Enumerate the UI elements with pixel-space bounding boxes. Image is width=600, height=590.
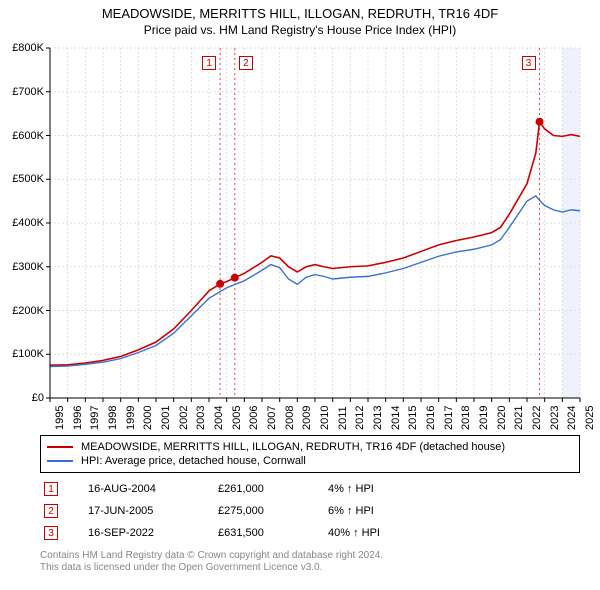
x-axis-tick-label: 2008 [284, 406, 296, 430]
footer-line1: Contains HM Land Registry data © Crown c… [40, 550, 580, 562]
x-axis-tick-label: 2015 [407, 406, 419, 430]
x-axis-tick-label: 2025 [584, 406, 596, 430]
legend: MEADOWSIDE, MERRITTS HILL, ILLOGAN, REDR… [40, 435, 580, 473]
event-date: 16-AUG-2004 [88, 483, 218, 495]
event-date: 17-JUN-2005 [88, 505, 218, 517]
x-axis-tick-label: 2001 [160, 406, 172, 430]
event-delta: 40% ↑ HPI [328, 527, 448, 539]
footer-note: Contains HM Land Registry data © Crown c… [40, 550, 580, 574]
event-price: £275,000 [218, 505, 328, 517]
x-axis-tick-label: 2000 [142, 406, 154, 430]
x-axis-tick-label: 1996 [72, 406, 84, 430]
y-axis-tick-label: £100K [0, 348, 44, 360]
x-axis-tick-label: 1998 [107, 406, 119, 430]
legend-swatch [47, 460, 73, 462]
event-row: 1 16-AUG-2004£261,0004% ↑ HPI [40, 478, 580, 500]
x-axis-tick-label: 2004 [213, 406, 225, 430]
x-axis-tick-label: 2020 [496, 406, 508, 430]
event-marker-badge: 2 [239, 56, 253, 70]
footer-line2: This data is licensed under the Open Gov… [40, 562, 580, 574]
x-axis-tick-label: 2022 [531, 406, 543, 430]
x-axis-tick-label: 2005 [231, 406, 243, 430]
y-axis-tick-label: £600K [0, 130, 44, 142]
event-price: £261,000 [218, 483, 328, 495]
x-axis-tick-label: 1997 [89, 406, 101, 430]
x-axis-tick-label: 1995 [54, 406, 66, 430]
event-delta: 4% ↑ HPI [328, 483, 448, 495]
y-axis-tick-label: £200K [0, 305, 44, 317]
legend-swatch [47, 446, 73, 448]
y-axis-tick-label: £700K [0, 86, 44, 98]
event-marker-badge: 3 [522, 56, 536, 70]
x-axis-tick-label: 2016 [425, 406, 437, 430]
y-axis-tick-label: £400K [0, 217, 44, 229]
event-badge: 3 [44, 526, 58, 540]
event-delta: 6% ↑ HPI [328, 505, 448, 517]
x-axis-tick-label: 2002 [178, 406, 190, 430]
x-axis-tick-label: 2011 [337, 406, 349, 430]
y-axis-tick-label: £500K [0, 173, 44, 185]
x-axis-tick-label: 2003 [195, 406, 207, 430]
x-axis-tick-label: 2019 [478, 406, 490, 430]
chart-title-line2: Price paid vs. HM Land Registry's House … [0, 23, 600, 37]
x-axis-tick-label: 2023 [549, 406, 561, 430]
event-badge: 1 [44, 482, 58, 496]
y-axis-tick-label: £800K [0, 42, 44, 54]
event-row: 3 16-SEP-2022£631,50040% ↑ HPI [40, 522, 580, 544]
event-badge: 2 [44, 504, 58, 518]
legend-item-property: MEADOWSIDE, MERRITTS HILL, ILLOGAN, REDR… [47, 440, 573, 454]
x-axis-tick-label: 2014 [390, 406, 402, 430]
x-axis-tick-label: 2006 [248, 406, 260, 430]
event-price: £631,500 [218, 527, 328, 539]
chart-title-line1: MEADOWSIDE, MERRITTS HILL, ILLOGAN, REDR… [0, 6, 600, 21]
x-axis-tick-label: 2024 [566, 406, 578, 430]
legend-label: MEADOWSIDE, MERRITTS HILL, ILLOGAN, REDR… [81, 440, 505, 454]
line-chart [50, 48, 580, 398]
y-axis-tick-label: £300K [0, 261, 44, 273]
legend-item-hpi: HPI: Average price, detached house, Corn… [47, 454, 573, 468]
x-axis-tick-label: 2017 [443, 406, 455, 430]
x-axis-tick-label: 2021 [513, 406, 525, 430]
event-row: 2 17-JUN-2005£275,0006% ↑ HPI [40, 500, 580, 522]
x-axis-tick-label: 2018 [460, 406, 472, 430]
x-axis-tick-label: 2010 [319, 406, 331, 430]
x-axis-tick-label: 2012 [354, 406, 366, 430]
x-axis-tick-label: 2009 [301, 406, 313, 430]
y-axis-tick-label: £0 [0, 392, 44, 404]
x-axis-tick-label: 1999 [125, 406, 137, 430]
x-axis-tick-label: 2007 [266, 406, 278, 430]
events-table: 1 16-AUG-2004£261,0004% ↑ HPI 2 17-JUN-2005… [40, 478, 580, 544]
event-marker-badge: 1 [202, 56, 216, 70]
event-date: 16-SEP-2022 [88, 527, 218, 539]
x-axis-tick-label: 2013 [372, 406, 384, 430]
legend-label: HPI: Average price, detached house, Corn… [81, 454, 306, 468]
